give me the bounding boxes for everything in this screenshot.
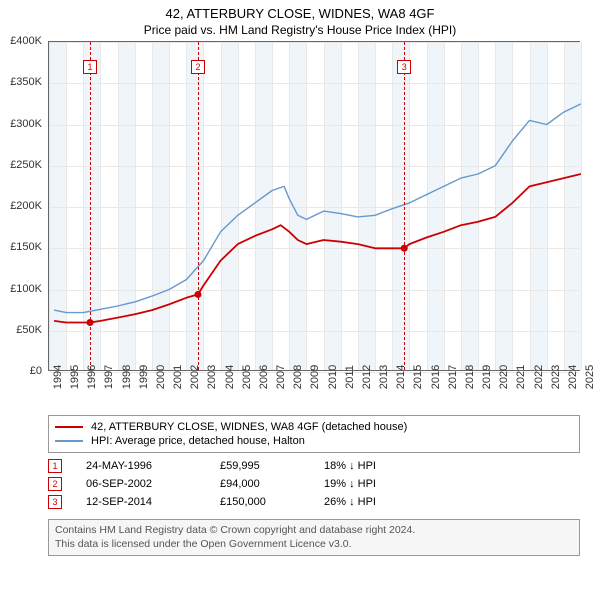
legend-swatch [55, 440, 83, 442]
x-tick-label: 2007 [275, 365, 287, 389]
event-marker-badge: 2 [191, 60, 205, 74]
x-tick-label: 2015 [412, 365, 424, 389]
x-tick-label: 2022 [533, 365, 545, 389]
footer-line: Contains HM Land Registry data © Crown c… [55, 524, 573, 538]
legend: 42, ATTERBURY CLOSE, WIDNES, WA8 4GF (de… [48, 415, 580, 453]
legend-swatch [55, 426, 83, 428]
y-tick-label: £150K [10, 241, 42, 253]
chart-plot-area: 1 2 3 [48, 41, 580, 371]
x-tick-label: 2024 [567, 365, 579, 389]
legend-label: 42, ATTERBURY CLOSE, WIDNES, WA8 4GF (de… [91, 421, 407, 433]
y-tick-label: £350K [10, 76, 42, 88]
x-axis-labels: 1994199519961997199819992000200120022003… [48, 371, 580, 409]
y-tick-label: £400K [10, 35, 42, 47]
chart-subtitle: Price paid vs. HM Land Registry's House … [0, 21, 600, 41]
x-tick-label: 2006 [258, 365, 270, 389]
x-tick-label: 2004 [224, 365, 236, 389]
events-table: 1 24-MAY-1996 £59,995 18% ↓ HPI 2 06-SEP-2002… [48, 457, 580, 511]
series-line-price_paid [54, 174, 581, 323]
x-tick-label: 1996 [86, 365, 98, 389]
x-tick-label: 2019 [481, 365, 493, 389]
x-tick-label: 2021 [515, 365, 527, 389]
x-tick-label: 2023 [550, 365, 562, 389]
x-tick-label: 1999 [138, 365, 150, 389]
event-marker-line [198, 42, 199, 370]
event-delta: 18% ↓ HPI [324, 460, 376, 472]
x-tick-label: 2003 [206, 365, 218, 389]
y-tick-label: £250K [10, 159, 42, 171]
x-tick-label: 1998 [121, 365, 133, 389]
x-tick-label: 1995 [69, 365, 81, 389]
x-tick-label: 1997 [103, 365, 115, 389]
y-tick-label: £0 [30, 365, 42, 377]
y-tick-label: £100K [10, 283, 42, 295]
x-tick-label: 2011 [344, 365, 356, 389]
x-tick-label: 2002 [189, 365, 201, 389]
event-price: £94,000 [220, 478, 300, 490]
x-tick-label: 2016 [430, 365, 442, 389]
series-line-hpi [54, 104, 581, 313]
chart-svg [49, 42, 581, 372]
legend-item: HPI: Average price, detached house, Halt… [55, 434, 573, 448]
x-tick-label: 2018 [464, 365, 476, 389]
event-date: 12-SEP-2014 [86, 496, 196, 508]
event-marker-badge: 1 [83, 60, 97, 74]
x-tick-label: 2014 [395, 365, 407, 389]
y-tick-label: £50K [16, 324, 42, 336]
footer-license: Contains HM Land Registry data © Crown c… [48, 519, 580, 556]
event-badge: 3 [48, 495, 62, 509]
event-date: 24-MAY-1996 [86, 460, 196, 472]
x-tick-label: 2005 [241, 365, 253, 389]
y-tick-label: £200K [10, 200, 42, 212]
x-tick-label: 2020 [498, 365, 510, 389]
legend-label: HPI: Average price, detached house, Halt… [91, 435, 305, 447]
event-marker-line [90, 42, 91, 370]
x-tick-label: 2001 [172, 365, 184, 389]
x-tick-label: 1994 [52, 365, 64, 389]
event-price: £150,000 [220, 496, 300, 508]
event-badge: 2 [48, 477, 62, 491]
chart-title: 42, ATTERBURY CLOSE, WIDNES, WA8 4GF [0, 0, 600, 21]
event-row: 2 06-SEP-2002 £94,000 19% ↓ HPI [48, 475, 580, 493]
event-row: 3 12-SEP-2014 £150,000 26% ↓ HPI [48, 493, 580, 511]
x-tick-label: 2010 [327, 365, 339, 389]
x-tick-label: 2000 [155, 365, 167, 389]
footer-line: This data is licensed under the Open Gov… [55, 538, 573, 552]
x-tick-label: 2009 [309, 365, 321, 389]
x-tick-label: 2013 [378, 365, 390, 389]
x-tick-label: 2012 [361, 365, 373, 389]
event-delta: 19% ↓ HPI [324, 478, 376, 490]
x-tick-label: 2025 [584, 365, 596, 389]
x-tick-label: 2017 [447, 365, 459, 389]
y-tick-label: £300K [10, 118, 42, 130]
event-delta: 26% ↓ HPI [324, 496, 376, 508]
event-date: 06-SEP-2002 [86, 478, 196, 490]
event-price: £59,995 [220, 460, 300, 472]
event-marker-badge: 3 [397, 60, 411, 74]
x-tick-label: 2008 [292, 365, 304, 389]
event-badge: 1 [48, 459, 62, 473]
legend-item: 42, ATTERBURY CLOSE, WIDNES, WA8 4GF (de… [55, 420, 573, 434]
event-row: 1 24-MAY-1996 £59,995 18% ↓ HPI [48, 457, 580, 475]
event-marker-line [404, 42, 405, 370]
